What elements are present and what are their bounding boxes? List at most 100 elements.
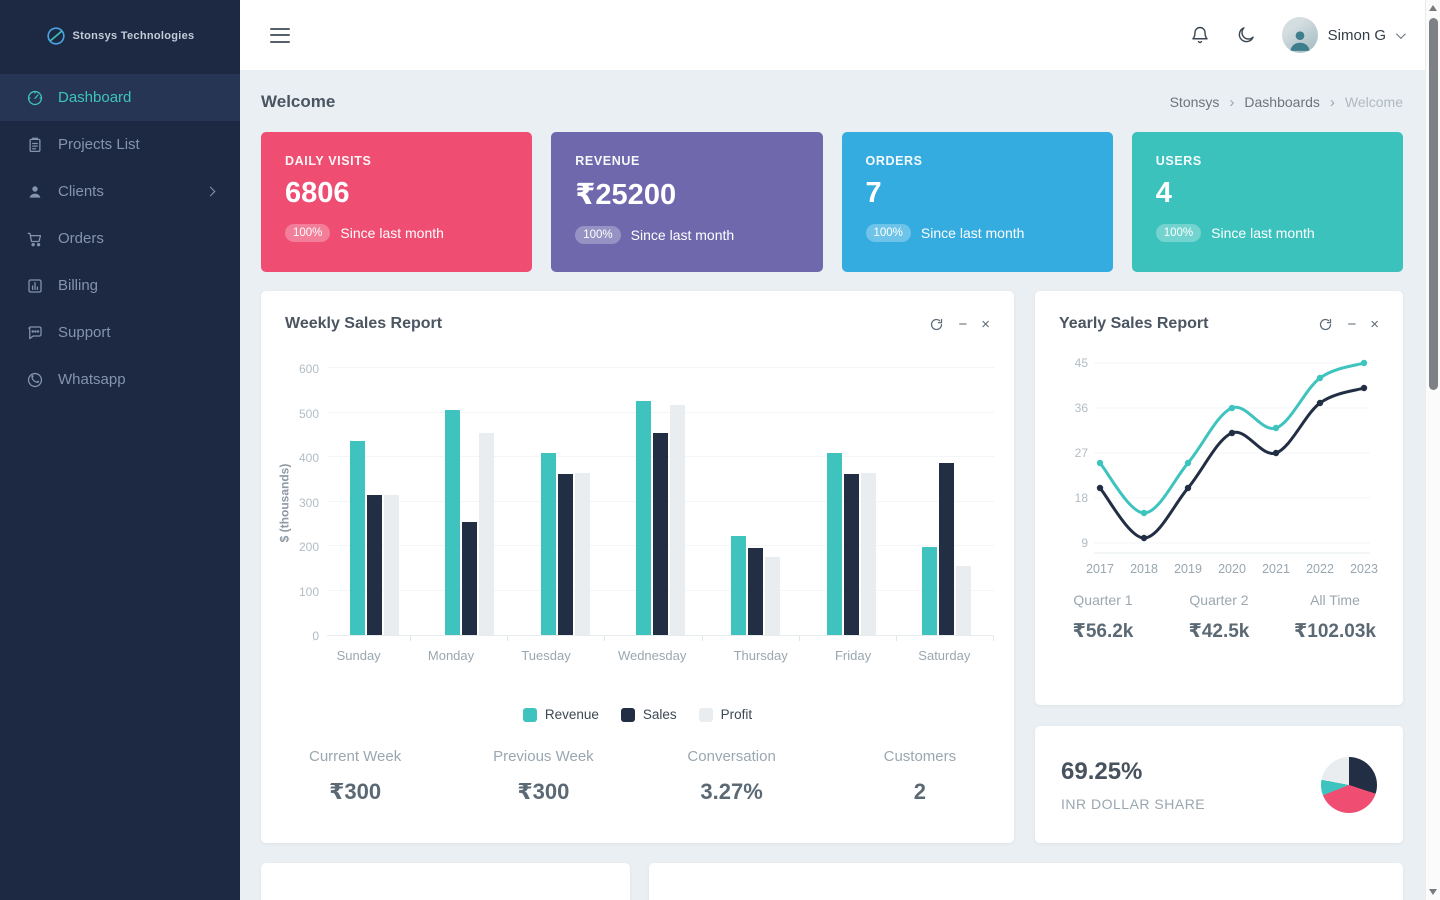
stat-quarter-2: Quarter 2 ₹42.5k [1188,592,1250,642]
legend-label: Sales [642,707,677,722]
scroll-up-arrow[interactable] [1429,5,1437,11]
legend-item-profit[interactable]: Profit [698,707,752,722]
yearly-sales-card: Yearly Sales Report − × [1035,291,1403,705]
sidebar-nav: Dashboard Projects List Clients [0,74,240,403]
legend-item-sales[interactable]: Sales [620,707,677,722]
stat-card-daily-visits: DAILY VISITS 6806 100% Since last month [261,132,533,272]
sidebar: Stonsys Technologies Dashboard Projects … [0,0,240,900]
close-icon[interactable]: × [981,315,990,333]
line-point [1184,459,1192,467]
bottom-cards-row [261,863,1403,900]
bar-group-tuesday [540,452,590,635]
stat-all-time: All Time ₹102.03k [1294,592,1376,642]
bar-sales [843,473,859,635]
share-pie-chart [1321,756,1377,813]
bar-group-sunday [350,440,400,635]
menu-toggle-button[interactable] [270,23,290,47]
sidebar-item-billing[interactable]: Billing [0,262,240,309]
stat-cards-row: DAILY VISITS 6806 100% Since last month … [261,132,1403,272]
line-point [1228,429,1236,437]
scroll-down-arrow[interactable] [1429,889,1437,895]
bar-revenue [635,401,651,635]
main-area: Simon G Welcome Stonsys › Dashboards › W… [240,0,1425,900]
brand: Stonsys Technologies [0,0,240,72]
brand-name: Stonsys Technologies [72,30,195,42]
stat-label: ORDERS [865,154,923,168]
user-menu[interactable]: Simon G [1281,17,1406,53]
scrollbar-thumb[interactable] [1429,18,1438,390]
stat-conversation: Conversation 3.27% [687,748,776,804]
whatsapp-icon [26,371,44,389]
line-point [1360,359,1368,367]
y-axis-label: $ (thousands) [277,463,292,542]
stat-badge: 100% [575,226,621,244]
sidebar-item-projects-list[interactable]: Projects List [0,121,240,168]
stat-value: 4 [1155,177,1172,209]
svg-text:2021: 2021 [1262,562,1290,576]
y-tick: 300 [298,495,319,510]
line-point [1096,459,1104,467]
sidebar-item-label: Billing [58,277,99,294]
sidebar-item-label: Clients [58,183,104,200]
user-icon [26,183,44,201]
sidebar-item-support[interactable]: Support [0,309,240,356]
brand-logo-icon [46,27,65,45]
line-point [1228,404,1236,412]
x-label: Tuesday [521,648,571,663]
refresh-icon[interactable] [929,317,944,332]
x-label: Saturday [918,648,971,663]
legend-item-revenue[interactable]: Revenue [522,707,599,722]
sidebar-item-dashboard[interactable]: Dashboard [0,74,240,121]
refresh-icon[interactable] [1318,317,1333,332]
bar-profit [384,494,400,635]
gridline [327,367,994,368]
line-point [1140,534,1148,542]
bar-revenue [731,536,747,635]
stat-value: 7 [865,177,882,209]
stat-previous-week: Previous Week ₹300 [493,748,594,804]
line-chart-svg: 9 18 27 36 45 2017 2018 2019 2020 2021 2022 2023 [1075,356,1378,576]
stat-card-revenue: REVENUE ₹25200 100% Since last month [551,132,823,272]
scrollbar [1425,0,1440,900]
clipboard-icon [26,136,44,154]
line-point [1096,484,1104,492]
minimize-icon[interactable]: − [1347,315,1357,333]
stat-note: Since last month [340,225,444,241]
svg-text:2017: 2017 [1086,562,1114,576]
cart-icon [26,230,44,248]
page-title: Welcome [261,92,336,111]
breadcrumb-separator: › [1329,93,1335,111]
stat-value: ₹25200 [575,179,677,211]
bar-profit [669,404,685,635]
close-icon[interactable]: × [1370,315,1379,333]
breadcrumb: Stonsys › Dashboards › Welcome [1170,94,1403,111]
line-point [1272,449,1280,457]
bar-group-friday [826,452,876,635]
stat-label: REVENUE [575,154,640,168]
sidebar-item-whatsapp[interactable]: Whatsapp [0,356,240,403]
dark-mode-moon-icon[interactable] [1236,25,1256,45]
breadcrumb-item[interactable]: Dashboards [1244,94,1320,110]
sidebar-item-clients[interactable]: Clients [0,168,240,215]
chevron-down-icon [1395,28,1406,39]
sidebar-item-orders[interactable]: Orders [0,215,240,262]
bar-revenue [445,410,461,635]
stat-note: Since last month [1211,225,1315,241]
bar-sales [938,463,954,635]
stat-value: 6806 [285,177,350,209]
bar-group-thursday [731,536,781,635]
gridline [327,411,994,413]
sidebar-item-label: Orders [58,230,104,247]
bar-group-saturday [921,463,971,635]
notifications-bell-icon[interactable] [1190,25,1210,45]
minimize-icon[interactable]: − [958,315,968,333]
avatar [1281,17,1318,53]
y-tick: 100 [298,584,319,599]
breadcrumb-item[interactable]: Stonsys [1169,94,1220,110]
line-point [1184,484,1192,492]
bar-revenue [540,452,556,635]
user-name: Simon G [1327,26,1386,44]
chart-legend: Revenue Sales Profit [261,707,1014,722]
bar-group-monday [445,410,495,635]
